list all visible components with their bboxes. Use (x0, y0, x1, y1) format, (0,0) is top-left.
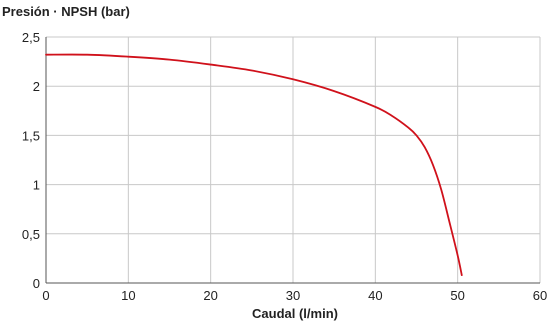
y-tick-label: 0 (33, 276, 40, 291)
x-tick-label: 30 (286, 288, 300, 303)
chart-title: Presión · NPSH (bar) (2, 4, 130, 19)
y-tick-label: 2 (33, 79, 40, 94)
y-tick-label: 0,5 (22, 227, 40, 242)
y-tick-label: 1 (33, 178, 40, 193)
x-tick-label: 0 (42, 288, 49, 303)
axes (45, 37, 540, 284)
x-tick-label: 60 (533, 288, 547, 303)
x-tick-label: 20 (203, 288, 217, 303)
y-tick-label: 1,5 (22, 128, 40, 143)
x-tick-label: 50 (450, 288, 464, 303)
y-tick-label: 2,5 (22, 30, 40, 45)
x-tick-label: 10 (121, 288, 135, 303)
x-axis-label: Caudal (l/min) (252, 306, 338, 321)
tick-labels: 0 10 20 30 40 50 60 0 0,5 1 1,5 2 2,5 (22, 30, 547, 303)
series-layer (45, 53, 463, 277)
grid (46, 36, 541, 283)
x-tick-label: 40 (368, 288, 382, 303)
series-line (45, 53, 463, 277)
